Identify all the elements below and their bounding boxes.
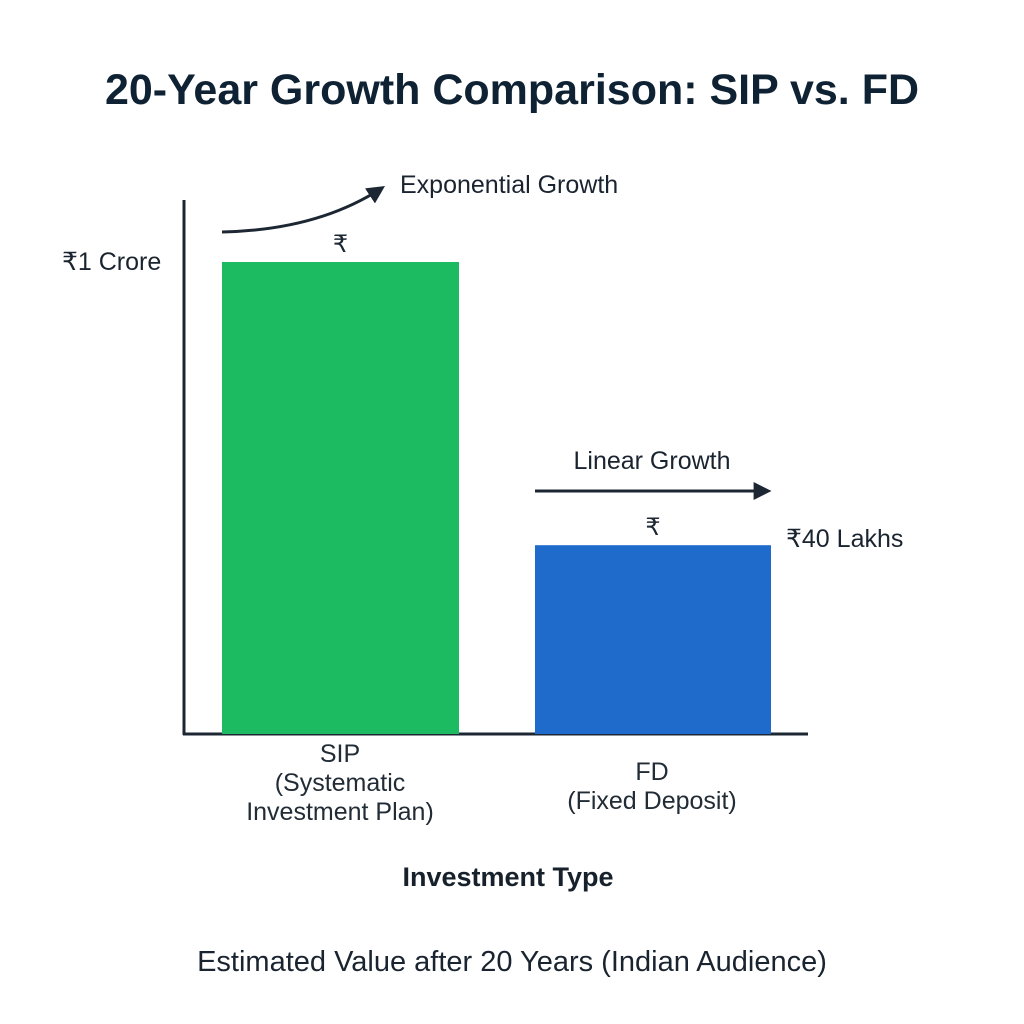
bar-symbol-1: ₹ — [645, 513, 660, 541]
chart-title: 20-Year Growth Comparison: SIP vs. FD — [104, 66, 920, 114]
x-tick-label-0-line-2: Investment Plan) — [246, 798, 434, 826]
bar-0 — [222, 262, 459, 734]
exponential-growth-arrow — [221, 186, 386, 234]
x-tick-label-1-line-1: (Fixed Deposit) — [567, 787, 737, 815]
x-axis-title: Investment Type — [402, 862, 614, 892]
chart-footnote: Estimated Value after 20 Years (Indian A… — [197, 946, 827, 978]
x-tick-label-1-line-0: FD — [635, 758, 668, 786]
annotation-linear-growth: Linear Growth — [573, 447, 730, 475]
value-label-1: ₹40 Lakhs — [786, 525, 903, 553]
x-tick-label-0-line-0: SIP — [320, 740, 360, 768]
bar-symbol-0: ₹ — [333, 230, 348, 258]
value-label-0: ₹1 Crore — [62, 248, 161, 276]
bar-1 — [535, 545, 771, 734]
x-tick-label-0-line-1: (Systematic — [275, 769, 406, 797]
annotation-exponential-growth: Exponential Growth — [400, 171, 618, 199]
